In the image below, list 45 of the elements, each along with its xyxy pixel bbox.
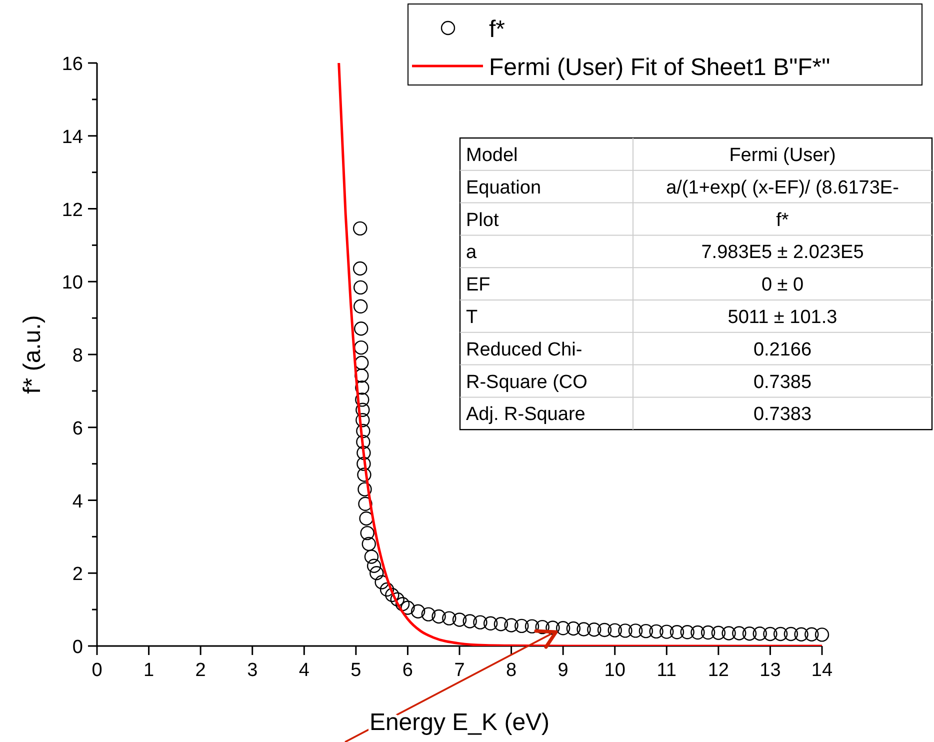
x-tick-label: 0 — [92, 660, 102, 681]
x-tick-label: 10 — [604, 660, 626, 681]
annotation: Model — [466, 145, 518, 166]
y-tick-label: 4 — [72, 491, 84, 512]
annotation: f* — [776, 210, 790, 231]
legend-label: Fermi (User) Fit of Sheet1 B"F*" — [489, 54, 830, 81]
annotation: Reduced Chi- — [466, 339, 582, 360]
y-tick-label: 2 — [72, 564, 83, 586]
x-tick-label: 13 — [760, 660, 781, 681]
annotation: 5011 ± 101.3 — [728, 307, 838, 328]
annotation: 0.2166 — [753, 339, 812, 360]
y-tick-label: 0 — [72, 637, 83, 658]
x-tick-label: 6 — [402, 660, 414, 681]
y-tick-label: 12 — [62, 200, 83, 221]
annotation: 7.983E5 ± 2.023E5 — [701, 242, 864, 264]
x-tick-label: 3 — [247, 660, 258, 681]
annotation: R-Square (CO — [466, 372, 588, 393]
y-axis-title: f* (a.u.) — [19, 315, 46, 394]
y-tick-label: 8 — [72, 346, 83, 366]
annotation: T — [466, 307, 478, 328]
x-tick-label: 5 — [350, 660, 362, 681]
legend-label: f* — [489, 16, 506, 43]
annotation: 0 ± 0 — [761, 274, 804, 296]
y-tick-label: 16 — [62, 54, 83, 75]
annotation: a — [466, 242, 477, 264]
annotation: EF — [466, 274, 490, 296]
y-tick-label: 6 — [72, 418, 83, 440]
x-tick-label: 1 — [143, 660, 154, 681]
y-tick-label: 14 — [62, 126, 84, 148]
x-tick-label: 2 — [195, 660, 206, 681]
x-tick-label: 12 — [708, 660, 729, 681]
x-tick-label: 8 — [506, 660, 517, 681]
x-tick-label: 4 — [298, 660, 310, 681]
x-tick-label: 9 — [558, 660, 568, 681]
x-tick-label: 7 — [454, 660, 465, 681]
annotation: Fermi (User) — [729, 145, 836, 166]
x-tick-label: 11 — [656, 660, 677, 681]
x-tick-label: 14 — [811, 660, 833, 681]
annotation: 0.7385 — [753, 372, 812, 393]
y-tick-label: 10 — [62, 272, 83, 294]
annotation: Equation — [466, 177, 542, 198]
annotation: Adj. R-Square — [466, 404, 586, 426]
annotation: a/(1+exp( (x-EF)/ (8.6173E- — [666, 177, 899, 198]
annotation: Plot — [466, 210, 500, 231]
annotation: 0.7383 — [753, 404, 812, 426]
